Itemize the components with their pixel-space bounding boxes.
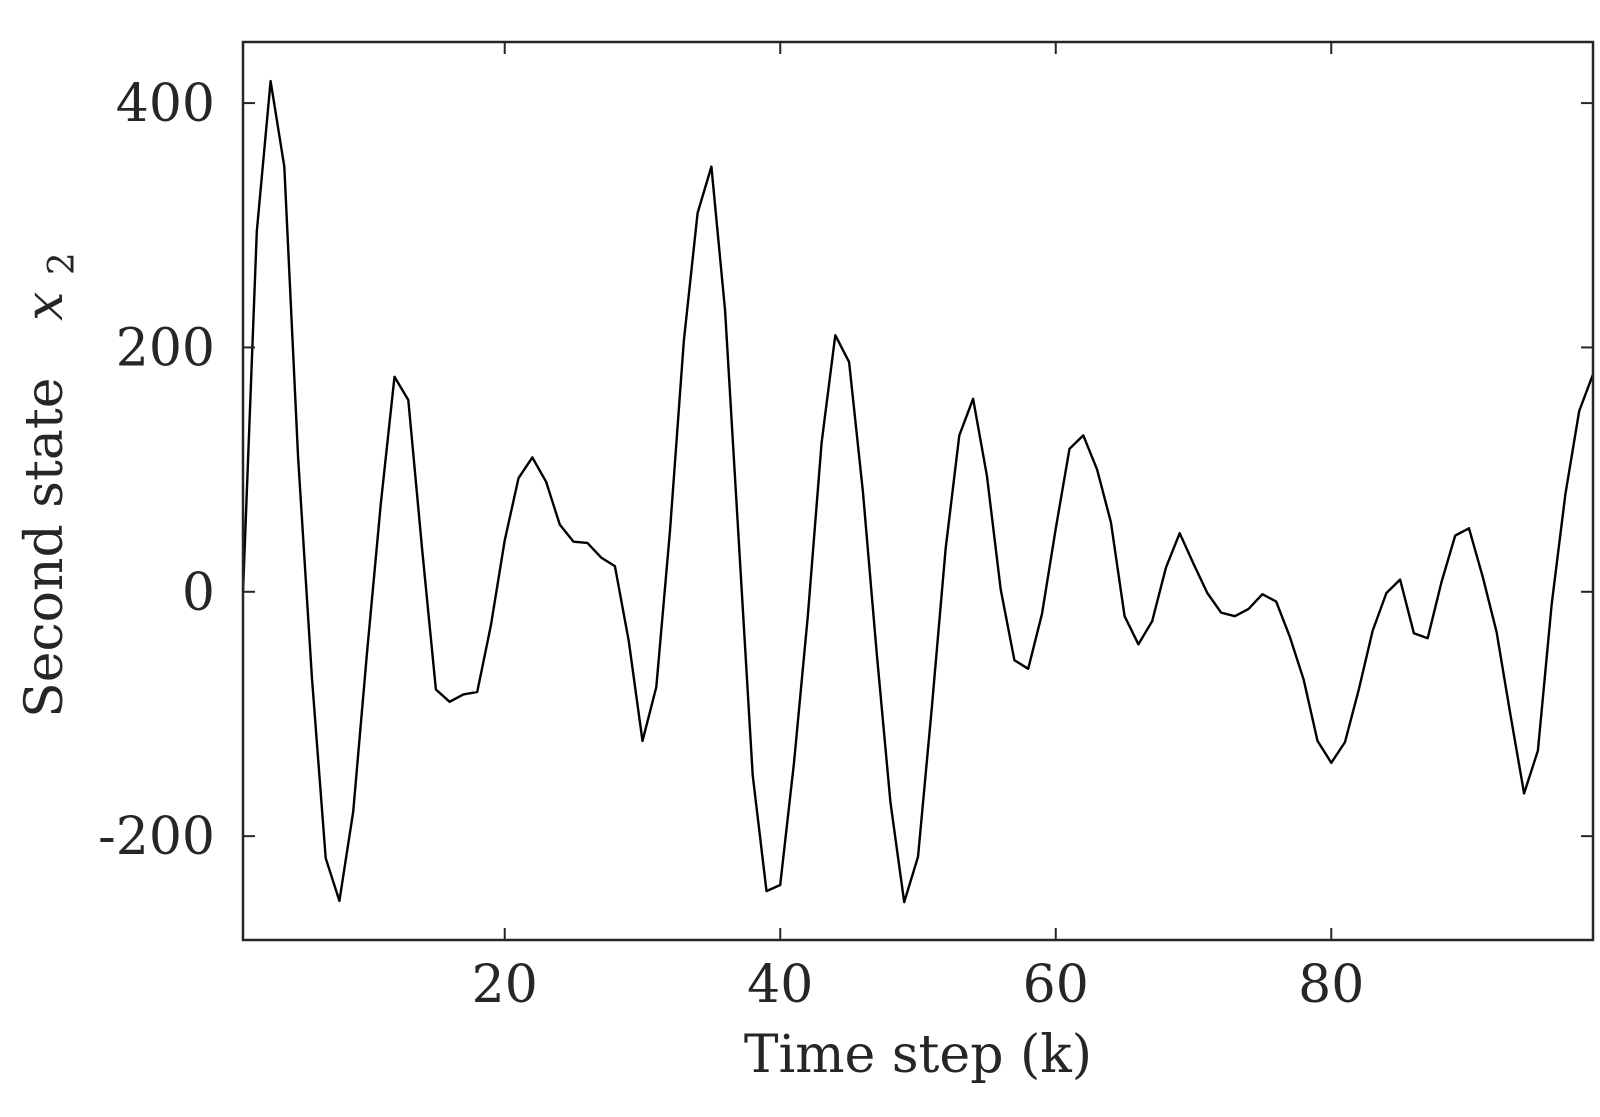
y-tick-label: 0 — [182, 563, 215, 623]
x-tick-label: 60 — [1023, 955, 1089, 1015]
series-line — [241, 79, 1595, 904]
series-layer — [241, 79, 1595, 904]
y-axis-label-math-base: x — [15, 292, 75, 321]
x-tick-label: 40 — [747, 955, 813, 1015]
y-axis-label-math-sub: 2 — [42, 252, 83, 275]
y-axis-label-text: Second state — [15, 377, 75, 717]
x-axis-label: Time step (k) — [744, 1025, 1092, 1085]
y-tick-label: 200 — [116, 318, 215, 378]
y-axis-label: Second state x 2 — [15, 252, 83, 718]
y-tick-label: 400 — [116, 74, 215, 134]
y-tick-label: -200 — [98, 807, 215, 867]
tick-layer: 20 40 60 80 -200 0 200 400 — [98, 42, 1593, 1015]
plot-frame — [241, 40, 1595, 942]
x-tick-label: 80 — [1298, 955, 1364, 1015]
x-tick-label: 20 — [472, 955, 538, 1015]
